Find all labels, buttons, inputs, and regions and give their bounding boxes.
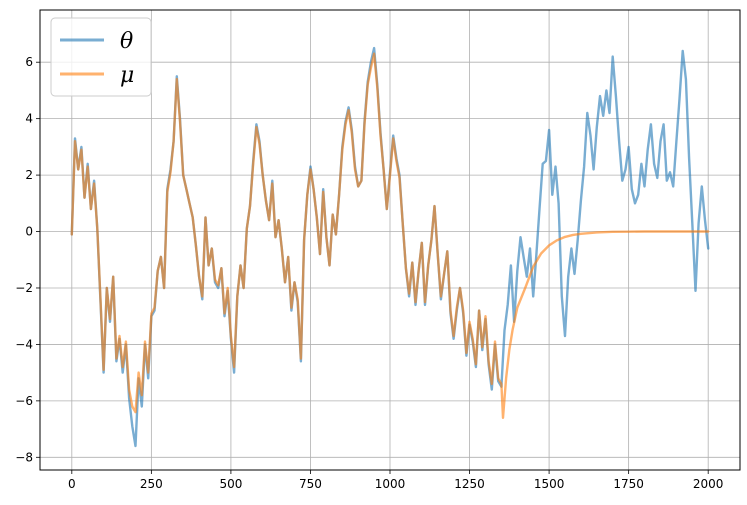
series-layer: [70, 46, 710, 448]
legend-label-mu: μ: [120, 63, 134, 88]
legend: θ μ: [50, 17, 152, 97]
series-line-mu: [70, 52, 710, 419]
y-tick-label: 6: [25, 55, 33, 69]
y-tick-label: −6: [15, 394, 33, 408]
y-tick-label: 2: [25, 168, 33, 182]
x-tick-label: 250: [140, 477, 163, 491]
y-tick-label: −4: [15, 337, 33, 351]
x-tick-label: 500: [219, 477, 242, 491]
axis-ticks: 0 250 500 750 1000 1250 1500 1750 2000 −8 −6 −4 −2 0 2…: [15, 55, 723, 491]
y-tick-label: −8: [15, 450, 33, 464]
x-tick-label: 750: [299, 477, 322, 491]
y-tick-label: 0: [25, 225, 33, 239]
legend-box: [50, 17, 152, 97]
x-tick-label: 0: [68, 477, 76, 491]
x-tick-label: 1500: [534, 477, 565, 491]
y-tick-label: 4: [25, 112, 33, 126]
x-tick-label: 2000: [693, 477, 724, 491]
x-tick-label: 1750: [613, 477, 644, 491]
legend-label-theta: θ: [120, 29, 133, 54]
y-tick-label: −2: [15, 281, 33, 295]
x-tick-label: 1250: [454, 477, 485, 491]
x-tick-label: 1000: [375, 477, 406, 491]
